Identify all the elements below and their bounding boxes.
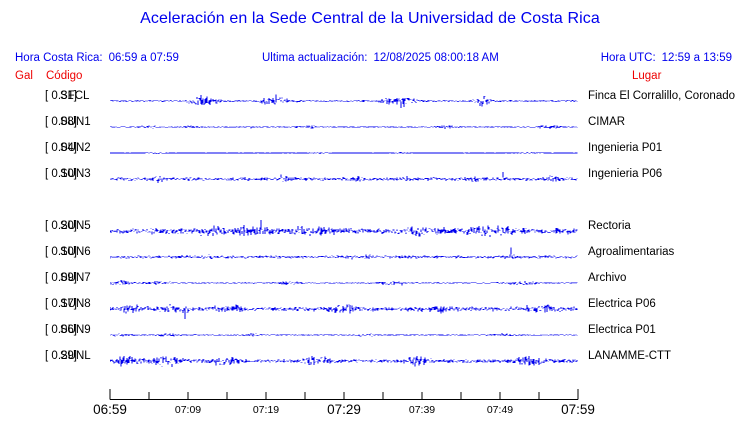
local-time-value: 06:59 a 07:59 [108,52,179,64]
last-update-label: Ultima actualización: [262,52,368,64]
channel-gal-value: [ 0.04] [45,142,77,154]
channel-row-spacer [0,192,740,218]
channel-row: [ 0.31] SFCL Finca El Corralillo, Coronado [0,88,740,114]
channel-place: Agroalimentarias [588,246,675,258]
channel-waveform-sun6 [110,244,578,270]
channel-waveform-sun5 [110,218,578,244]
channel-code: SUN5 [60,220,91,232]
page-title: Aceleración en la Sede Central de la Uni… [140,10,600,27]
axis-tick-label: 07:59 [561,402,595,417]
channel-waveform-sfcl [110,88,578,114]
channel-gal-value: [ 0.10] [45,168,77,180]
channel-gal-value: [ 0.09] [45,272,77,284]
channel-row: [ 0.09] SUN7 Archivo [0,270,740,296]
channel-code: SUN3 [60,168,91,180]
channel-place: Electrica P01 [588,324,656,336]
channel-waveform-sun2 [110,140,578,166]
axis-tick-label: 07:49 [486,404,514,416]
channel-waveform-sun9 [110,322,578,348]
channel-gal-value: [ 0.31] [45,90,77,102]
channel-place: LANAMME-CTT [588,350,672,362]
channel-place: CIMAR [588,116,626,128]
channel-code: SUNL [60,350,91,362]
channel-waveform-sunl [110,348,578,374]
channel-code: SUN7 [60,272,91,284]
last-update-group: Ultima actualización: 12/08/2025 08:00:18… [262,52,499,64]
channel-code: SUN8 [60,298,91,310]
axis-tick-label: 07:39 [408,404,436,416]
channel-gal-value: [ 0.06] [45,324,77,336]
header-info-row: Hora Costa Rica: 06:59 a 07:59 Ultima act… [0,52,740,68]
channel-place: Electrica P06 [588,298,656,310]
channel-code: SUN2 [60,142,91,154]
channel-row: [ 0.29] SUNL LANAMME-CTT [0,348,740,374]
channel-place: Rectoria [588,220,631,232]
channel-place: Ingenieria P06 [588,168,663,180]
channel-code: SFCL [60,90,90,102]
utc-time-label: Hora UTC: [600,52,656,64]
axis-tick-label: 06:59 [93,402,127,417]
utc-time-value: 12:59 a 13:59 [661,52,732,64]
channel-code: SUN1 [60,116,91,128]
channel-gal-value: [ 0.17] [45,298,77,310]
channel-place: Archivo [588,272,627,284]
local-time-label: Hora Costa Rica: [15,52,103,64]
axis-tick-label: 07:29 [327,402,361,417]
channel-waveform-sun8 [110,296,578,322]
channel-row: [ 0.04] SUN2 Ingenieria P01 [0,140,740,166]
channel-gal-value: [ 0.08] [45,116,77,128]
column-headers-row: Gal Código Lugar [0,70,740,86]
channel-waveform-sun1 [110,114,578,140]
channel-code: SUN6 [60,246,91,258]
axis-tick-label: 07:19 [252,404,280,416]
channel-place: Finca El Corralillo, Coronado [588,90,736,102]
time-axis: 06:59 07:09 07:19 07:29 07:39 07:49 07:59 [0,388,740,423]
channel-waveform-sun3 [110,166,578,192]
channel-code: SUN9 [60,324,91,336]
time-axis-labels: 06:59 07:09 07:19 07:29 07:39 07:49 07:59 [0,402,740,422]
utc-time-group: Hora UTC: 12:59 a 13:59 [601,52,732,64]
channel-row: [ 0.17] SUN8 Electrica P06 [0,296,740,322]
channel-row: [ 0.10] SUN6 Agroalimentarias [0,244,740,270]
channel-rows-area: [ 0.31] SFCL Finca El Corralillo, Coronado… [0,88,740,388]
channel-place: Ingenieria P01 [588,142,663,154]
channel-gal-value: [ 0.10] [45,246,77,258]
axis-tick-label: 07:09 [174,404,202,416]
last-update-value: 12/08/2025 08:00:18 AM [373,52,499,64]
channel-gal-value: [ 0.20] [45,220,77,232]
channel-row: [ 0.20] SUN5 Rectoria [0,218,740,244]
column-header-place: Lugar [632,70,662,82]
channel-row: [ 0.08] SUN1 CIMAR [0,114,740,140]
channel-waveform-sun7 [110,270,578,296]
channel-row: [ 0.10] SUN3 Ingenieria P06 [0,166,740,192]
column-header-gal: Gal [15,70,33,82]
local-time-group: Hora Costa Rica: 06:59 a 07:59 [15,52,179,64]
channel-gal-value: [ 0.29] [45,350,77,362]
column-header-code: Código [46,70,83,82]
channel-row: [ 0.06] SUN9 Electrica P01 [0,322,740,348]
